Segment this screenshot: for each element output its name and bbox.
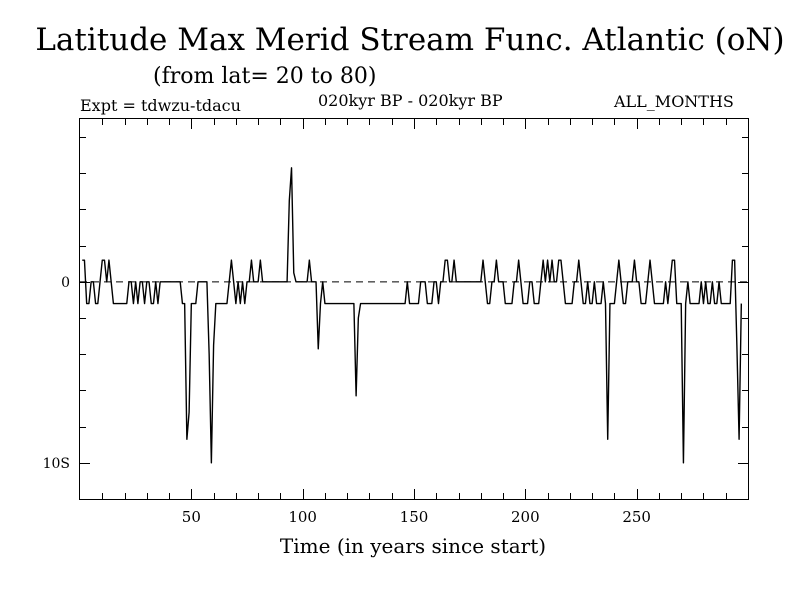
series-line <box>82 167 743 464</box>
chart-title: Latitude Max Merid Stream Func. Atlantic… <box>35 22 785 58</box>
x-tick-label: 150 <box>400 508 429 526</box>
x-tick-label: 250 <box>622 508 651 526</box>
y-tick-label: 10S <box>43 456 70 472</box>
x-tick-labels: 50 100 150 200 250 <box>182 508 651 526</box>
plot-frame <box>79 118 749 500</box>
axis-ticks <box>80 119 748 499</box>
months-label: ALL_MONTHS <box>614 92 734 111</box>
y-tick-label: 0 <box>61 275 70 291</box>
period-label: 020kyr BP - 020kyr BP <box>318 91 503 110</box>
x-tick-label: 50 <box>182 508 201 526</box>
x-tick-label: 200 <box>511 508 540 526</box>
x-tick-label: 100 <box>288 508 317 526</box>
y-tick-labels: 0 10S <box>43 275 70 472</box>
chart-subtitle: (from lat= 20 to 80) <box>153 64 377 89</box>
experiment-label: Expt = tdwzu-tdacu <box>80 96 241 115</box>
x-axis-label: Time (in years since start) <box>279 534 547 558</box>
